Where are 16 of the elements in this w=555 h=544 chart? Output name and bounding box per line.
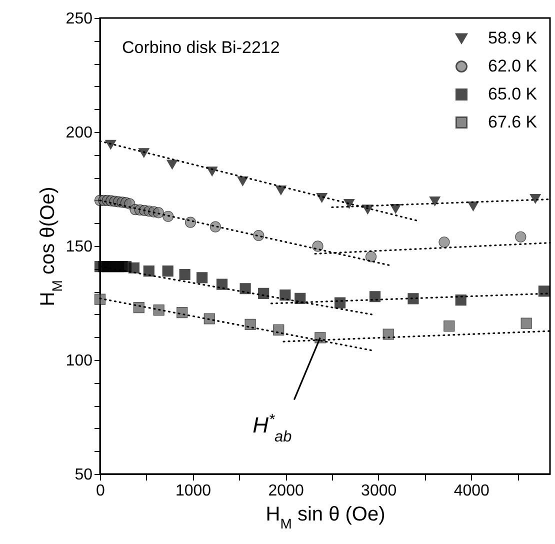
y-tick-label: 200 <box>66 124 93 142</box>
x-tick-label: 4000 <box>454 482 490 500</box>
y-tick-label: 250 <box>66 10 93 28</box>
x-tick-label: 2000 <box>268 482 304 500</box>
x-tick-label: 0 <box>96 482 106 500</box>
legend-label: 58.9 K <box>488 28 538 48</box>
y-tick-label: 100 <box>66 352 93 370</box>
y-tick-label: 50 <box>74 466 93 484</box>
x-tick-label: 3000 <box>361 482 397 500</box>
legend-label: 67.6 K <box>488 112 538 132</box>
legend-label: 62.0 K <box>488 56 538 76</box>
x-axis-title: H$_{M}$ sin θ (Oe) <box>266 504 386 532</box>
y-tick-label: 150 <box>66 238 93 256</box>
legend-label: 65.0 K <box>488 84 538 104</box>
annotation: Corbino disk Bi-2212 <box>122 38 280 57</box>
x-tick-label: 1000 <box>175 482 212 500</box>
